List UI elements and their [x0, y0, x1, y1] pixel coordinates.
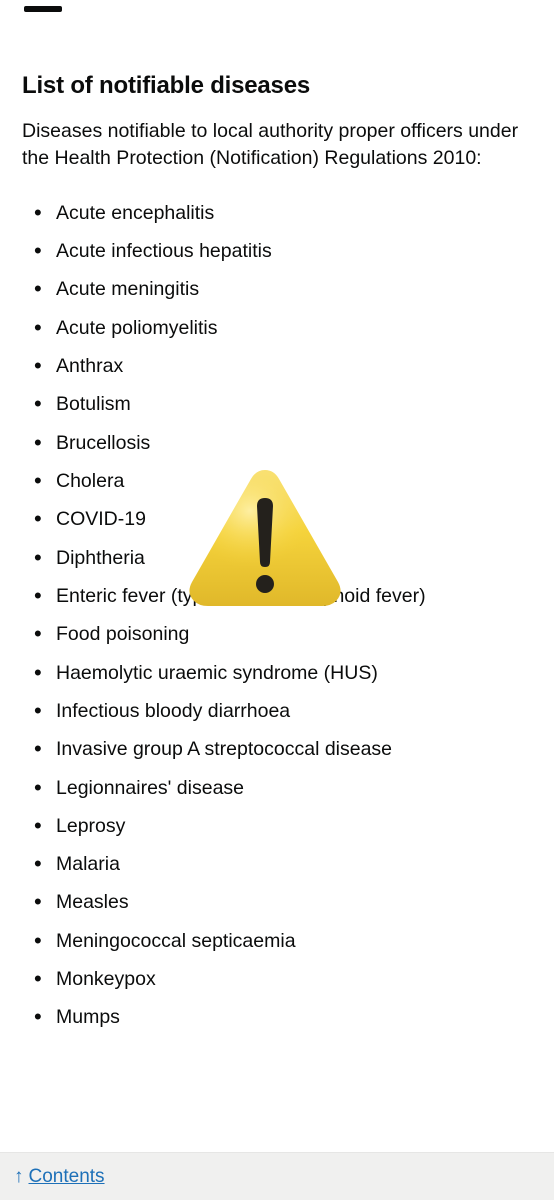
section-heading: List of notifiable diseases [22, 72, 532, 100]
list-item: Acute poliomyelitis [32, 309, 532, 347]
list-item: Measles [32, 883, 532, 921]
cutoff-text-fragment [24, 6, 62, 12]
list-item: Malaria [32, 845, 532, 883]
list-item: Mumps [32, 998, 532, 1036]
list-item: Acute infectious hepatitis [32, 232, 532, 270]
list-item: COVID-19 [32, 500, 532, 538]
list-item: Brucellosis [32, 424, 532, 462]
list-item: Food poisoning [32, 615, 532, 653]
list-item: Anthrax [32, 347, 532, 385]
list-item: Haemolytic uraemic syndrome (HUS) [32, 654, 532, 692]
disease-list: Acute encephalitisAcute infectious hepat… [22, 194, 532, 1037]
list-item: Cholera [32, 462, 532, 500]
list-item: Leprosy [32, 807, 532, 845]
list-item: Acute meningitis [32, 270, 532, 308]
list-item: Legionnaires' disease [32, 769, 532, 807]
list-item: Invasive group A streptococcal disease [32, 730, 532, 768]
intro-paragraph: Diseases notifiable to local authority p… [22, 118, 532, 172]
footer-contents-bar: ↑ Contents [0, 1152, 554, 1200]
list-item: Monkeypox [32, 960, 532, 998]
list-item: Acute encephalitis [32, 194, 532, 232]
up-arrow-icon: ↑ [14, 1166, 24, 1188]
list-item: Diphtheria [32, 539, 532, 577]
list-item: Infectious bloody diarrhoea [32, 692, 532, 730]
list-item: Botulism [32, 385, 532, 423]
main-content: List of notifiable diseases Diseases not… [0, 0, 554, 1037]
list-item: Meningococcal septicaemia [32, 922, 532, 960]
list-item: Enteric fever (typhoid or paratyphoid fe… [32, 577, 532, 615]
contents-link[interactable]: Contents [29, 1166, 105, 1188]
